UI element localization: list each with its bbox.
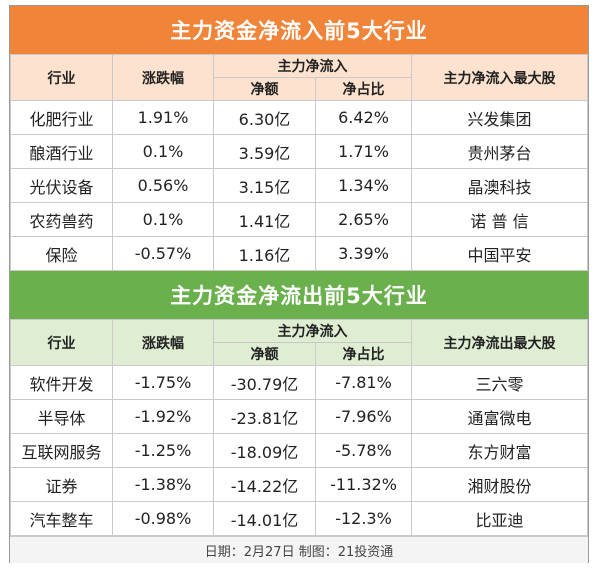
amount-cell: -30.79亿 bbox=[213, 365, 316, 400]
table-row: 汽车整车 -0.98% -14.01亿 -12.3% 比亚迪 bbox=[10, 501, 588, 536]
table-row: 化肥行业 1.91% 6.30亿 6.42% 兴发集团 bbox=[10, 100, 588, 135]
table-row: 半导体 -1.92% -23.81亿 -7.96% 通富微电 bbox=[10, 399, 588, 434]
ratio-cell: -12.3% bbox=[315, 501, 412, 536]
stock-cell: 中国平安 bbox=[411, 236, 588, 271]
change-cell: 1.91% bbox=[112, 100, 214, 135]
industry-cell: 汽车整车 bbox=[10, 501, 113, 536]
ratio-cell: 6.42% bbox=[315, 100, 412, 135]
amount-cell: 3.59亿 bbox=[213, 134, 316, 169]
industry-cell: 光伏设备 bbox=[10, 168, 113, 203]
ratio-cell: 1.71% bbox=[315, 134, 412, 169]
stock-cell: 东方财富 bbox=[411, 433, 588, 468]
industry-cell: 半导体 bbox=[10, 399, 113, 434]
stock-cell: 比亚迪 bbox=[411, 501, 588, 536]
change-cell: -0.98% bbox=[112, 501, 214, 536]
industry-cell: 互联网服务 bbox=[10, 433, 113, 468]
ratio-cell: 3.39% bbox=[315, 236, 412, 271]
outflow-title: 主力资金净流出前5大行业 bbox=[10, 271, 588, 319]
amount-cell: 1.41亿 bbox=[213, 202, 316, 237]
stock-cell: 兴发集团 bbox=[411, 100, 588, 135]
stock-cell: 贵州茅台 bbox=[411, 134, 588, 169]
amount-cell: 1.16亿 bbox=[213, 236, 316, 271]
change-cell: -1.25% bbox=[112, 433, 214, 468]
header-amount: 净额 bbox=[213, 342, 316, 366]
ratio-cell: -7.96% bbox=[315, 399, 412, 434]
stock-cell: 三六零 bbox=[411, 365, 588, 400]
table-row: 互联网服务 -1.25% -18.09亿 -5.78% 东方财富 bbox=[10, 433, 588, 468]
header-industry: 行业 bbox=[10, 54, 113, 101]
change-cell: 0.1% bbox=[112, 202, 214, 237]
table-row: 酿酒行业 0.1% 3.59亿 1.71% 贵州茅台 bbox=[10, 134, 588, 169]
industry-cell: 化肥行业 bbox=[10, 100, 113, 135]
stock-cell: 晶澳科技 bbox=[411, 168, 588, 203]
change-cell: -1.75% bbox=[112, 365, 214, 400]
header-change: 涨跌幅 bbox=[112, 319, 214, 366]
amount-cell: 6.30亿 bbox=[213, 100, 316, 135]
industry-cell: 软件开发 bbox=[10, 365, 113, 400]
table-row: 证券 -1.38% -14.22亿 -11.32% 湘财股份 bbox=[10, 467, 588, 502]
amount-cell: -18.09亿 bbox=[213, 433, 316, 468]
header-amount: 净额 bbox=[213, 77, 316, 101]
header-ratio: 净占比 bbox=[315, 342, 412, 366]
header-top-stock: 主力净流出最大股 bbox=[411, 319, 588, 366]
inflow-title: 主力资金净流入前5大行业 bbox=[10, 6, 588, 54]
ratio-cell: 1.34% bbox=[315, 168, 412, 203]
inflow-table: 行业 涨跌幅 主力净流入 主力净流入最大股 净额 净占比 化肥行业 1.91% … bbox=[10, 54, 588, 271]
amount-cell: 3.15亿 bbox=[213, 168, 316, 203]
change-cell: -1.92% bbox=[112, 399, 214, 434]
table-row: 光伏设备 0.56% 3.15亿 1.34% 晶澳科技 bbox=[10, 168, 588, 203]
stock-cell: 湘财股份 bbox=[411, 467, 588, 502]
stock-cell: 通富微电 bbox=[411, 399, 588, 434]
amount-cell: -14.01亿 bbox=[213, 501, 316, 536]
industry-cell: 证券 bbox=[10, 467, 113, 502]
change-cell: 0.1% bbox=[112, 134, 214, 169]
table-row: 软件开发 -1.75% -30.79亿 -7.81% 三六零 bbox=[10, 365, 588, 400]
table-row: 农药兽药 0.1% 1.41亿 2.65% 诺 普 信 bbox=[10, 202, 588, 237]
amount-cell: -14.22亿 bbox=[213, 467, 316, 502]
table-row: 保险 -0.57% 1.16亿 3.39% 中国平安 bbox=[10, 236, 588, 271]
ratio-cell: 2.65% bbox=[315, 202, 412, 237]
header-industry: 行业 bbox=[10, 319, 113, 366]
ratio-cell: -11.32% bbox=[315, 467, 412, 502]
footer-caption: 日期：2月27日 制图：21投资通 bbox=[10, 536, 588, 563]
change-cell: -1.38% bbox=[112, 467, 214, 502]
amount-cell: -23.81亿 bbox=[213, 399, 316, 434]
ratio-cell: -5.78% bbox=[315, 433, 412, 468]
header-net-inflow: 主力净流入 bbox=[213, 54, 412, 78]
industry-cell: 农药兽药 bbox=[10, 202, 113, 237]
ratio-cell: -7.81% bbox=[315, 365, 412, 400]
change-cell: -0.57% bbox=[112, 236, 214, 271]
industry-cell: 酿酒行业 bbox=[10, 134, 113, 169]
industry-cell: 保险 bbox=[10, 236, 113, 271]
header-top-stock: 主力净流入最大股 bbox=[411, 54, 588, 101]
outflow-table: 行业 涨跌幅 主力净流入 主力净流出最大股 净额 净占比 软件开发 -1.75%… bbox=[10, 319, 588, 536]
header-change: 涨跌幅 bbox=[112, 54, 214, 101]
header-ratio: 净占比 bbox=[315, 77, 412, 101]
stock-cell: 诺 普 信 bbox=[411, 202, 588, 237]
report-frame: 主力资金净流入前5大行业 行业 涨跌幅 主力净流入 主力净流入最大股 净额 净占… bbox=[9, 5, 589, 563]
change-cell: 0.56% bbox=[112, 168, 214, 203]
header-net-inflow: 主力净流入 bbox=[213, 319, 412, 343]
